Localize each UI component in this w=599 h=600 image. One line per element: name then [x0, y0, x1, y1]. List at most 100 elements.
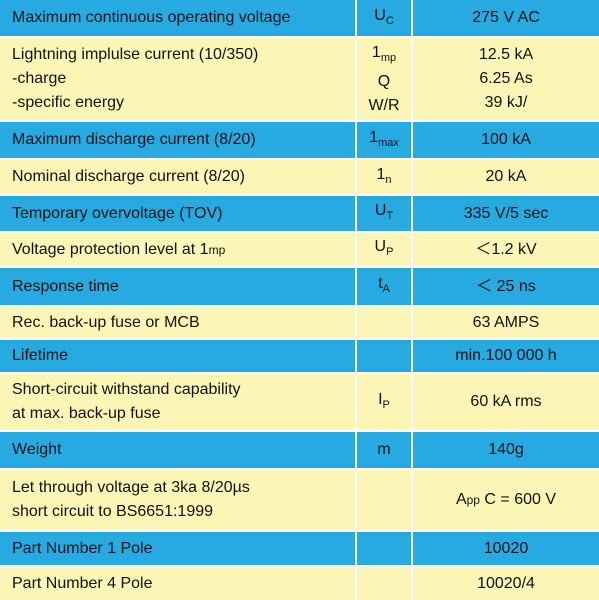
- symbol-cell: UP: [357, 233, 411, 266]
- value-line: 335 V/5 sec: [463, 204, 549, 222]
- symbol-text: 1: [371, 43, 381, 61]
- value-line: 6.25 As: [479, 70, 533, 87]
- parameter-line: Let through voltage at 3ka 8/20µs: [12, 479, 250, 496]
- parameter-cell: Weight: [0, 432, 355, 468]
- symbol-text: 1: [369, 128, 379, 146]
- parameter-cell: Let through voltage at 3ka 8/20µs short c…: [0, 470, 355, 530]
- parameter-line: short circuit to BS6651:1999: [12, 503, 214, 520]
- parameter-text: Voltage protection level at 1: [12, 240, 209, 258]
- symbol-text: 1: [376, 165, 386, 183]
- symbol-cell: 1mp Q W/R: [357, 38, 411, 120]
- parameter-line: Lifetime: [12, 347, 69, 364]
- symbol-cell: [357, 307, 411, 338]
- symbol-cell: [357, 567, 411, 600]
- value-cell: 60 kA rms: [413, 374, 599, 430]
- parameter-cell: Lifetime: [0, 340, 355, 372]
- parameter-line: at max. back-up fuse: [12, 405, 161, 422]
- value-line: 39 kJ/: [484, 94, 528, 111]
- symbol-line: Q: [377, 72, 391, 90]
- parameter-line: Maximum discharge current (8/20): [12, 131, 256, 148]
- table-row: Lifetime min.100 000 h: [0, 340, 599, 374]
- value-cell: 12.5 kA 6.25 As 39 kJ/: [413, 38, 599, 120]
- value-cell: 275 V AC: [413, 0, 599, 36]
- symbol-text: U: [374, 202, 387, 219]
- table-row: Part Number 1 Pole 10020: [0, 532, 599, 567]
- symbol-cell: UT: [357, 196, 411, 231]
- symbol-text: max: [378, 136, 399, 149]
- parameter-line: Response time: [12, 277, 119, 295]
- parameter-cell: Lightning implulse current (10/350) -char…: [0, 38, 355, 120]
- value-cell: ＜ 25 ns: [413, 268, 599, 305]
- parameter-line: Lightning implulse current (10/350): [12, 46, 259, 63]
- symbol-cell: 1max: [357, 122, 411, 158]
- value-cell: 100 kA: [413, 122, 599, 158]
- table-row: Rec. back-up fuse or MCB 63 AMPS: [0, 307, 599, 340]
- symbol-cell: [357, 532, 411, 565]
- parameter-line: Voltage protection level at 1mp: [12, 238, 225, 262]
- value-line: 10020: [483, 539, 529, 557]
- value-cell: min.100 000 h: [413, 340, 599, 372]
- symbol-cell: 1n: [357, 160, 411, 194]
- symbol-cell: IP: [357, 374, 411, 430]
- symbol-text: P: [386, 246, 394, 258]
- value-cell: 335 V/5 sec: [413, 196, 599, 231]
- value-cell: App C = 600 V: [413, 470, 599, 530]
- value-cell: ＜1.2 kV: [413, 233, 599, 266]
- parameter-line: Part Number 1 Pole: [12, 539, 153, 557]
- parameter-cell: Voltage protection level at 1mp: [0, 233, 355, 266]
- value-cell: 10020/4: [413, 567, 599, 600]
- symbol-line: tA: [378, 272, 390, 301]
- value-text: pp: [466, 493, 480, 507]
- value-line: 20 kA: [485, 168, 527, 185]
- symbol-text: I: [378, 390, 383, 408]
- symbol-line: W/R: [368, 96, 400, 114]
- parameter-cell: Short-circuit withstand capability at max…: [0, 374, 355, 430]
- table-row: Temporary overvoltage (TOV) UT 335 V/5 sec: [0, 196, 599, 233]
- table-row: Part Number 4 Pole 10020/4: [0, 567, 599, 600]
- parameter-line: Temporary overvoltage (TOV): [12, 204, 223, 222]
- symbol-text: A: [382, 283, 390, 295]
- symbol-line: IP: [378, 388, 390, 417]
- value-cell: 63 AMPS: [413, 307, 599, 338]
- parameter-cell: Rec. back-up fuse or MCB: [0, 307, 355, 338]
- value-line: ＜1.2 kV: [475, 240, 537, 258]
- symbol-text: T: [386, 210, 394, 222]
- parameter-line: Part Number 4 Pole: [12, 574, 153, 592]
- value-cell: 20 kA: [413, 160, 599, 194]
- symbol-text: U: [374, 6, 386, 24]
- value-cell: 140g: [413, 432, 599, 468]
- value-line: 63 AMPS: [472, 313, 540, 331]
- symbol-cell: [357, 340, 411, 372]
- symbol-line: UP: [375, 235, 394, 264]
- symbol-line: UC: [374, 4, 394, 33]
- symbol-cell: tA: [357, 268, 411, 305]
- table-row: Short-circuit withstand capability at max…: [0, 374, 599, 432]
- value-line: 60 kA rms: [470, 393, 542, 410]
- parameter-cell: Part Number 1 Pole: [0, 532, 355, 565]
- value-line: 275 V AC: [472, 9, 540, 26]
- symbol-line: m: [377, 441, 391, 458]
- parameter-line: -specific energy: [12, 94, 125, 111]
- symbol-text: n: [385, 173, 392, 186]
- parameter-cell: Part Number 4 Pole: [0, 567, 355, 600]
- parameter-line: Maximum continuous operating voltage: [12, 9, 291, 26]
- symbol-cell: UC: [357, 0, 411, 36]
- value-text: A: [455, 491, 467, 508]
- symbol-text: C: [385, 14, 394, 27]
- table-row: Maximum discharge current (8/20) 1max 100 …: [0, 122, 599, 160]
- symbol-text: mp: [380, 51, 397, 64]
- table-row: Weight m 140g: [0, 432, 599, 470]
- symbol-line: UT: [375, 199, 393, 228]
- value-line: App C = 600 V: [456, 488, 556, 512]
- parameter-line: Nominal discharge current (8/20): [12, 168, 245, 185]
- symbol-text: P: [382, 398, 390, 411]
- value-line: min.100 000 h: [455, 347, 557, 364]
- symbol-line: 1n: [376, 163, 391, 192]
- symbol-line: 1max: [369, 126, 399, 155]
- symbol-cell: [357, 470, 411, 530]
- parameter-cell: Temporary overvoltage (TOV): [0, 196, 355, 231]
- parameter-line: Short-circuit withstand capability: [12, 381, 241, 398]
- parameter-line: Weight: [12, 441, 62, 458]
- table-row: Lightning implulse current (10/350) -char…: [0, 38, 599, 122]
